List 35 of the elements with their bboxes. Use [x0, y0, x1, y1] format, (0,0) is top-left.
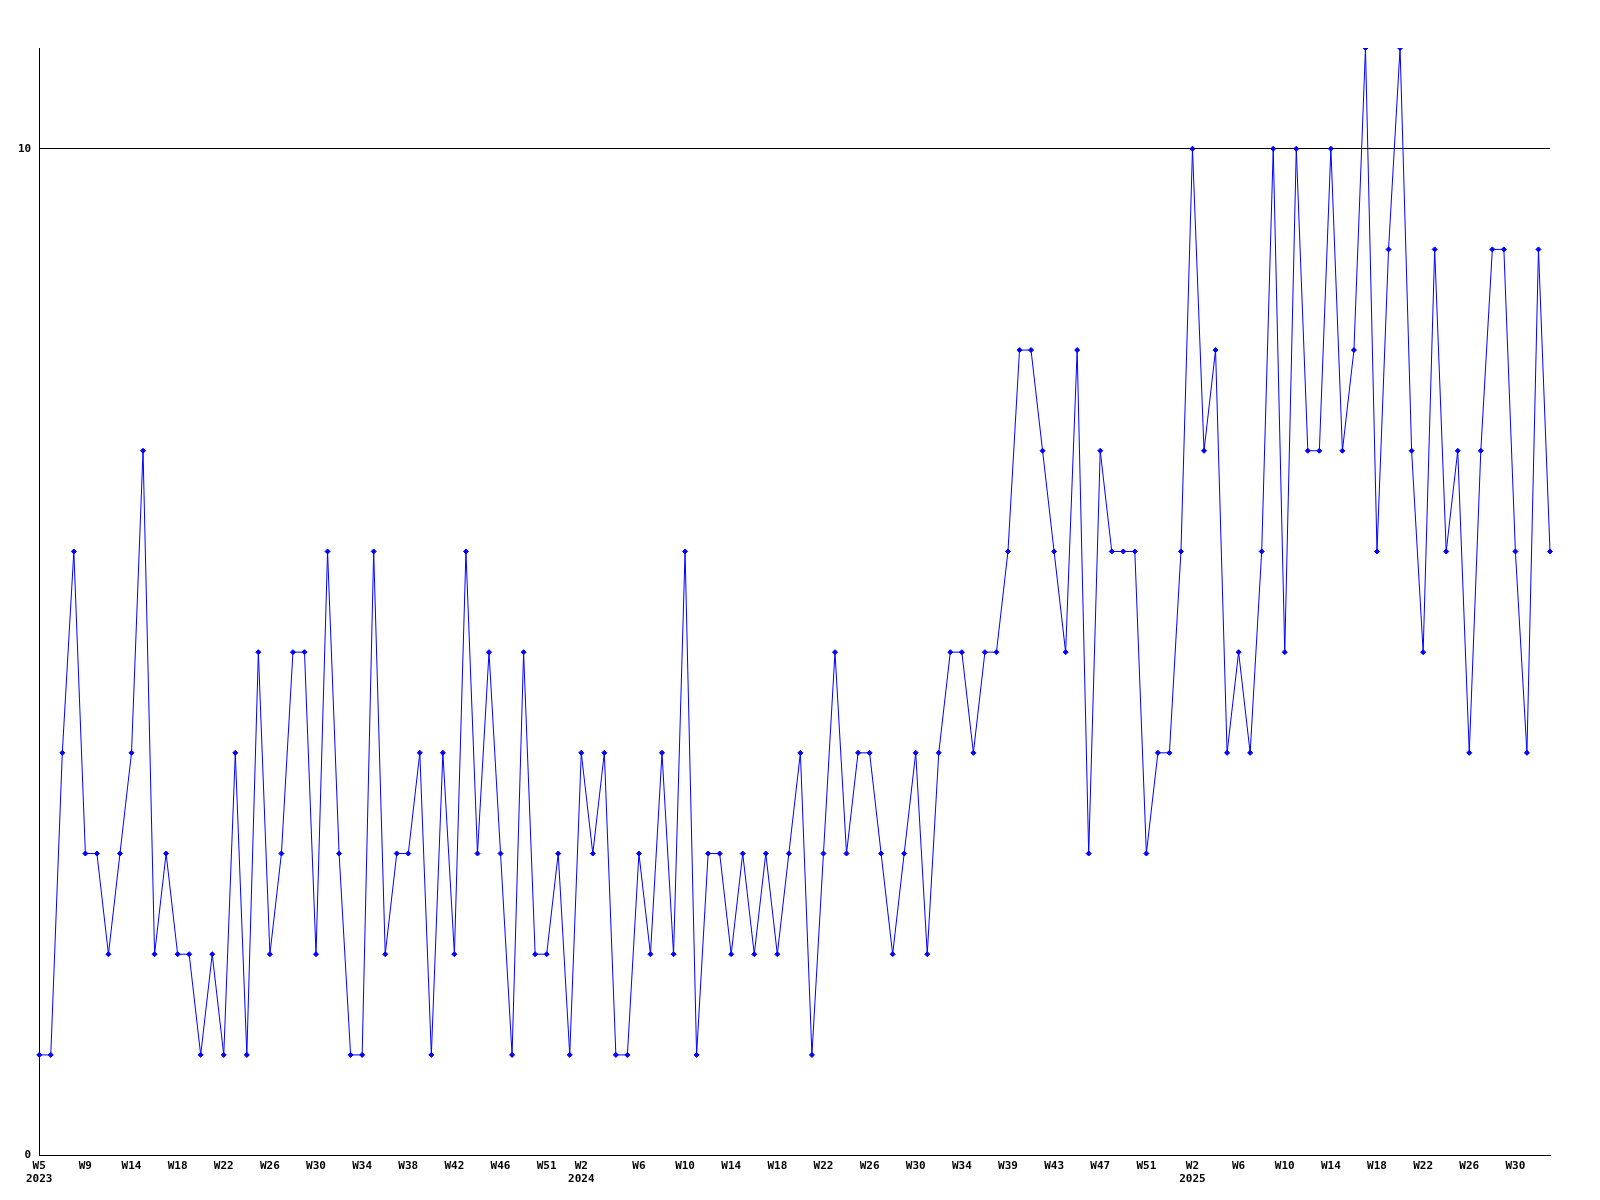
- x-tick-label: W18: [167, 1159, 188, 1173]
- x-tick-label: W38: [398, 1159, 419, 1173]
- x-tick-label: W30: [306, 1159, 326, 1173]
- x-tick-label: W30: [905, 1159, 926, 1173]
- x-tick-label: W46: [490, 1159, 511, 1173]
- x-tick-label: W42: [444, 1159, 465, 1173]
- x-tick-label: W47: [1090, 1159, 1111, 1173]
- x-tick-label: W26: [259, 1159, 281, 1173]
- x-tick-label: W30: [1505, 1159, 1526, 1173]
- x-tick-label: W22: [1413, 1159, 1434, 1173]
- x-tick-label: W18: [767, 1159, 788, 1173]
- x-tick-label: W51: [1136, 1159, 1157, 1173]
- x-tick-label: W34: [352, 1159, 373, 1173]
- x-tick-label: W26: [1459, 1159, 1480, 1173]
- x-tick-label: W18: [1367, 1159, 1387, 1173]
- x-tick-label: W6: [1232, 1159, 1246, 1173]
- x-tick-label: W14: [121, 1159, 142, 1173]
- x-tick-label: W39: [998, 1159, 1018, 1173]
- x-tick-label: W5 2023: [26, 1159, 53, 1186]
- x-tick-label: W26: [859, 1159, 880, 1173]
- x-tick-label: W14: [721, 1159, 742, 1173]
- x-tick-label: W2 2024: [568, 1159, 595, 1186]
- x-tick-label: W9: [78, 1159, 92, 1173]
- x-tick-label: W10: [1274, 1159, 1295, 1173]
- x-tick-label: W10: [675, 1159, 695, 1173]
- x-tick-label: W2 2025: [1179, 1159, 1206, 1186]
- y-tick-label: 0: [24, 1148, 32, 1162]
- x-tick-label: W22: [213, 1159, 234, 1173]
- x-tick-label: W34: [951, 1159, 973, 1173]
- x-tick-label: W6: [632, 1159, 646, 1173]
- y-tick-label: 10: [18, 141, 32, 155]
- x-tick-label: W14: [1320, 1159, 1342, 1173]
- x-tick-label: W22: [813, 1159, 834, 1173]
- x-tick-label: W43: [1044, 1159, 1065, 1173]
- x-tick-label: W51: [536, 1159, 557, 1173]
